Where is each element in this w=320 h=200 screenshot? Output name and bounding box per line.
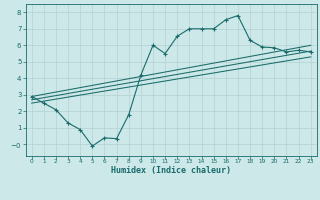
X-axis label: Humidex (Indice chaleur): Humidex (Indice chaleur) [111,166,231,175]
